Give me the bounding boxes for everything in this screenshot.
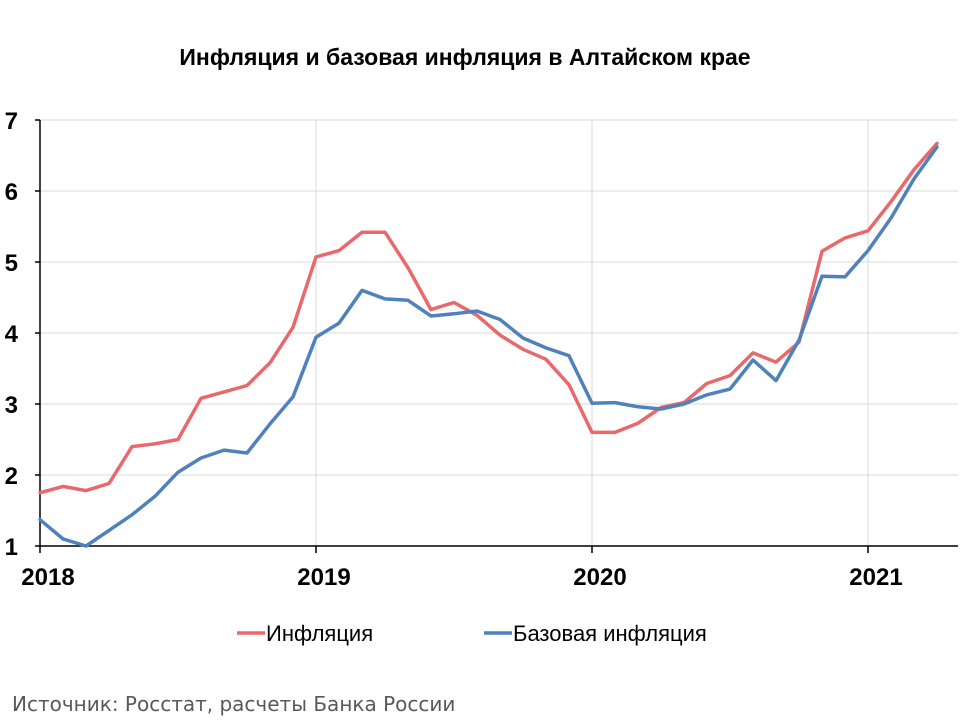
y-tick-label: 2 — [5, 463, 18, 490]
y-tick-label: 1 — [5, 534, 18, 561]
chart-title: Инфляция и базовая инфляция в Алтайском … — [179, 44, 751, 70]
y-tick-label: 7 — [5, 108, 18, 135]
x-tick-label: 2021 — [849, 564, 902, 591]
y-tick-label: 6 — [5, 179, 18, 206]
x-tick-label: 2019 — [297, 564, 350, 591]
y-tick-label: 4 — [5, 321, 19, 348]
series-line-core-inflation — [38, 145, 939, 548]
x-tick-label: 2018 — [21, 564, 74, 591]
axes — [35, 119, 958, 553]
legend-label: Инфляция — [266, 621, 373, 646]
series-lines — [38, 141, 939, 548]
x-tick-labels: 2018 2019 2020 2021 — [21, 564, 902, 591]
line-chart: 1 2 3 4 5 6 7 2018 2019 2020 2021 Инфляция Базовая… — [5, 108, 958, 646]
source-note: Источник: Росстат, расчеты Банка России — [12, 692, 456, 716]
legend: Инфляция Базовая инфляция — [237, 621, 707, 646]
y-tick-labels: 1 2 3 4 5 6 7 — [5, 108, 19, 561]
y-tick-label: 3 — [5, 392, 18, 419]
y-tick-label: 5 — [5, 250, 18, 277]
x-tick-label: 2020 — [573, 564, 626, 591]
series-line-inflation — [38, 141, 939, 495]
legend-label: Базовая инфляция — [513, 621, 707, 646]
